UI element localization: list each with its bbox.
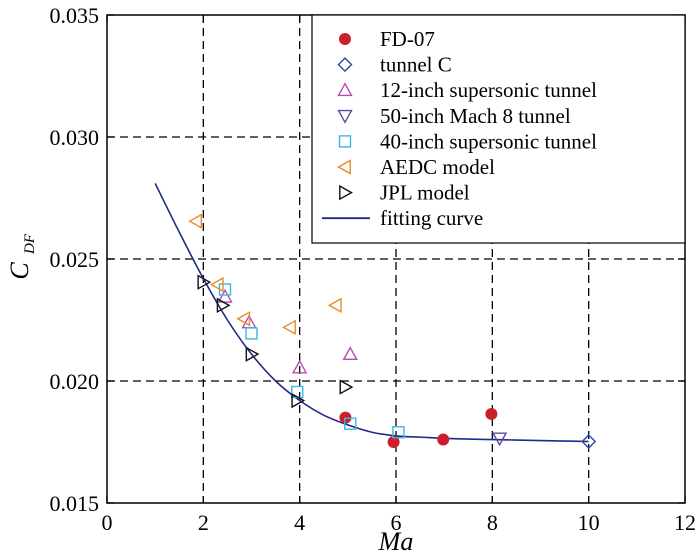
jpl-model-point (245, 346, 260, 362)
50-inch-mach-8-tunnel-point (491, 432, 508, 447)
y-tick-label: 0.025 (50, 247, 100, 272)
legend-12-inch-supersonic-tunnel-label: 12-inch supersonic tunnel (380, 78, 597, 102)
40-inch-supersonic-tunnel-point (245, 327, 258, 340)
legend-aedc-model-marker (337, 159, 351, 175)
fitting-curve (154, 183, 589, 443)
legend-40-inch-supersonic-tunnel-label: 40-inch supersonic tunnel (380, 129, 597, 153)
legend-fd-07-label: FD-07 (380, 27, 435, 51)
x-tick-label: 2 (198, 510, 209, 535)
fd-07-point (387, 436, 400, 448)
jpl-model-point (291, 392, 306, 409)
legend-aedc-model-label: AEDC model (380, 155, 495, 179)
x-axis-label: Ma (378, 527, 414, 556)
x-tick-label: 0 (102, 510, 113, 535)
axis-ticks: 0 2 4 6 8 10 12 0.015 0.020 0.025 0.030 0.035 (50, 3, 697, 535)
legend-jpl-model-marker (339, 184, 353, 201)
legend-50-inch-mach-8-tunnel-label: 50-inch Mach 8 tunnel (380, 104, 571, 128)
tunnel-c-point (581, 434, 597, 450)
x-tick-label: 4 (294, 510, 305, 535)
x-tick-label: 8 (487, 510, 498, 535)
y-axis-label-main: C (5, 262, 34, 280)
jpl-model-point (339, 379, 354, 395)
12-inch-supersonic-tunnel-point (291, 359, 308, 374)
y-axis-label-subscript: DF (22, 233, 38, 255)
fitting-curve-layer (154, 183, 589, 443)
data-markers (188, 213, 597, 450)
x-tick-label: 10 (578, 510, 600, 535)
legend-50-inch-mach-8-tunnel-marker (337, 109, 353, 124)
jpl-model-point (216, 297, 231, 314)
fd-07-point (485, 407, 498, 420)
y-axis-label: C DF (5, 233, 38, 280)
12-inch-supersonic-tunnel-point (217, 288, 233, 303)
fd-07-point (437, 433, 450, 446)
y-tick-label: 0.020 (50, 369, 100, 394)
12-inch-supersonic-tunnel-point (342, 346, 358, 361)
aedc-model-point (209, 276, 224, 293)
legend-fd-07-marker (339, 33, 351, 45)
40-inch-supersonic-tunnel-point (392, 426, 405, 439)
aedc-model-point (188, 213, 203, 229)
y-tick-label: 0.030 (50, 125, 100, 150)
x-tick-label: 6 (391, 510, 402, 535)
legend-40-inch-supersonic-tunnel-marker (338, 135, 352, 148)
legend-tunnel-c-label: tunnel C (380, 53, 452, 77)
legend-tunnel-c-marker (337, 57, 353, 73)
legend-12-inch-supersonic-tunnel-marker (337, 82, 353, 97)
40-inch-supersonic-tunnel-point (344, 417, 357, 430)
aedc-model-point (282, 319, 296, 336)
aedc-model-point (327, 297, 342, 314)
legend-fitting-curve-label: fitting curve (380, 206, 483, 230)
legend-box (311, 14, 686, 244)
legend-jpl-model-label: JPL model (380, 181, 470, 205)
y-tick-label: 0.035 (50, 3, 100, 28)
y-tick-label: 0.015 (50, 491, 100, 516)
x-tick-label: 12 (674, 510, 696, 535)
jpl-model-point (197, 274, 212, 290)
aedc-model-point (236, 311, 251, 327)
